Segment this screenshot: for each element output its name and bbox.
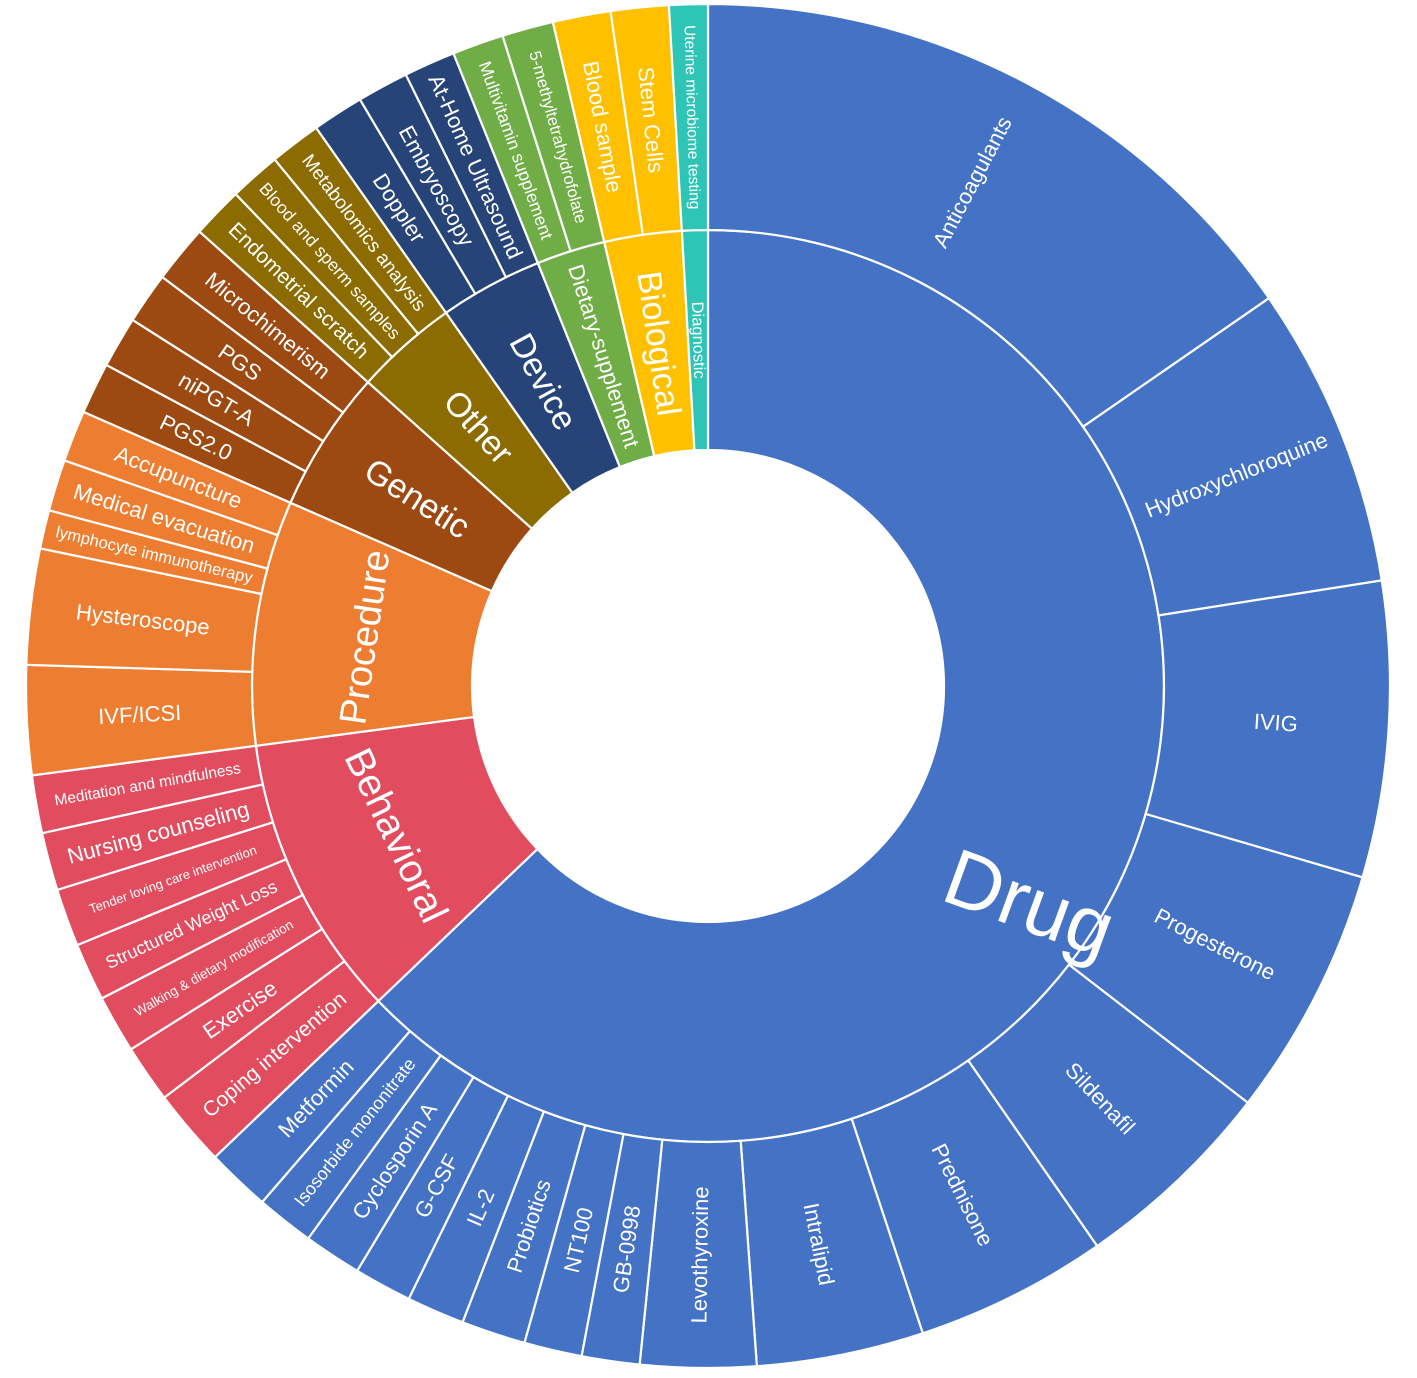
- label-levothyroxine: Levothyroxine: [686, 1186, 713, 1323]
- label-ivf-icsi: IVF/ICSI: [98, 700, 182, 729]
- label-uterine-microbiome-testing: Uterine microbiome testing: [681, 25, 703, 210]
- label-ivig: IVIG: [1253, 709, 1299, 737]
- outer-ring: [24, 2, 1392, 1370]
- label-diagnostic: Diagnostic: [688, 301, 708, 379]
- inner-ring: [250, 228, 1166, 1144]
- segment-anticoagulants: [706, 2, 1271, 429]
- segment-uterine-microbiome-testing: [667, 2, 710, 232]
